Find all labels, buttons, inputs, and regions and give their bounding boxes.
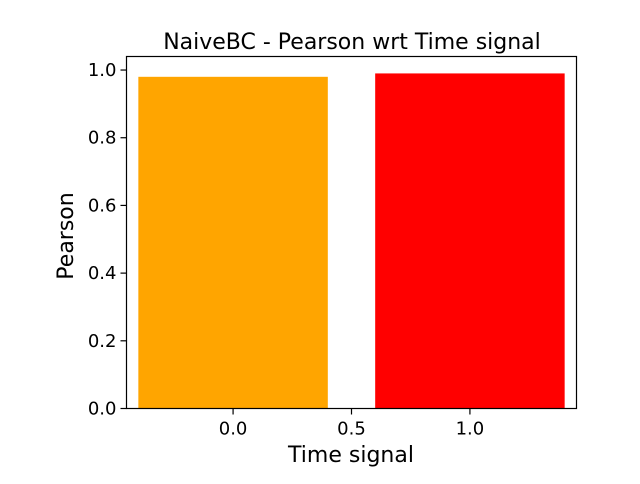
y-axis-label: Pearson: [54, 192, 79, 279]
axes-frame: [125, 55, 578, 410]
y-axis-ticks: 0.0 0.2 0.4 0.6 0.8 1.0: [88, 60, 127, 420]
x-axis-label: Time signal: [287, 443, 414, 468]
x-tick-label: 0.5: [337, 419, 366, 440]
y-tick-label: 1.0: [88, 60, 117, 81]
y-tick-label: 0.0: [88, 399, 117, 420]
bar-1.0: [375, 73, 565, 409]
y-tick-label: 0.8: [88, 128, 117, 149]
bar-0.0: [138, 76, 328, 409]
y-tick-label: 0.6: [88, 195, 117, 216]
chart-title: NaiveBC - Pearson wrt Time signal: [163, 30, 541, 55]
x-axis-ticks: 0.0 0.5 1.0: [219, 408, 485, 440]
plot-area: [138, 73, 565, 409]
y-tick-label: 0.2: [88, 331, 117, 352]
y-tick-label: 0.4: [88, 263, 117, 284]
x-tick-label: 1.0: [456, 419, 485, 440]
x-tick-label: 0.0: [219, 419, 248, 440]
